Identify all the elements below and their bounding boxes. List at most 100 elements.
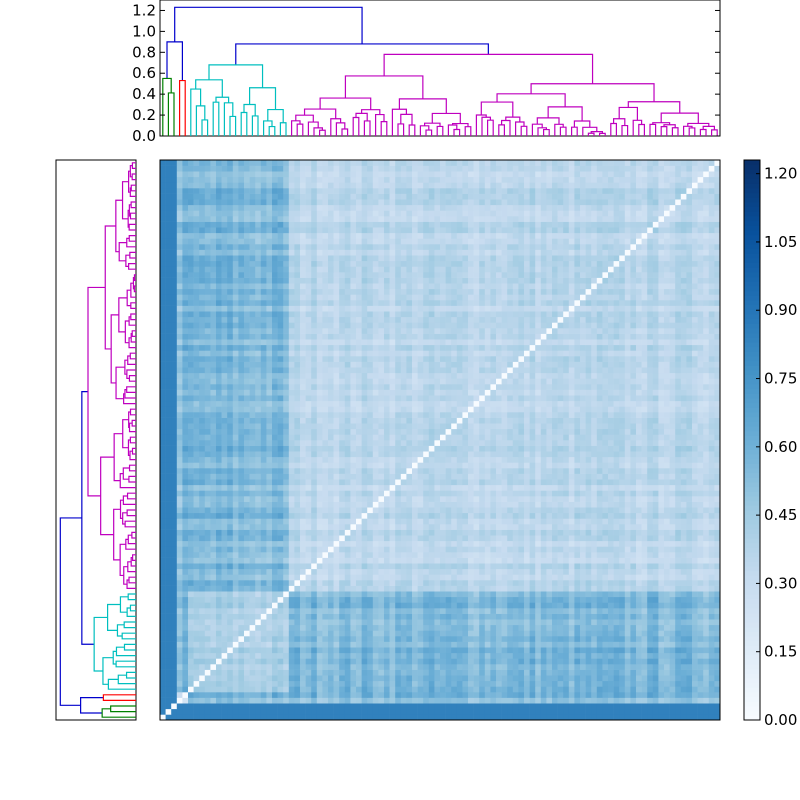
- heatmap-cell: [602, 585, 609, 592]
- heatmap-cell: [412, 596, 418, 603]
- heatmap-cell: [182, 484, 189, 491]
- heatmap-cell: [384, 479, 390, 486]
- heatmap-cell: [462, 636, 469, 642]
- heatmap-cell: [160, 451, 166, 458]
- heatmap-cell: [266, 602, 273, 609]
- heatmap-cell: [445, 468, 452, 474]
- heatmap-cell: [708, 647, 715, 654]
- heatmap-cell: [367, 608, 374, 614]
- heatmap-cell: [406, 524, 413, 530]
- heatmap-cell: [686, 546, 693, 553]
- heatmap-cell: [602, 490, 609, 497]
- heatmap-cell: [249, 624, 256, 631]
- heatmap-cell: [524, 529, 530, 536]
- heatmap-cell: [445, 652, 452, 659]
- heatmap-cell: [647, 641, 654, 648]
- heatmap-cell: [714, 484, 721, 491]
- heatmap-cell: [204, 535, 211, 542]
- heatmap-cell: [529, 507, 536, 514]
- heatmap-cell: [160, 574, 166, 581]
- heatmap-cell: [496, 708, 502, 715]
- heatmap-cell: [529, 490, 536, 497]
- heatmap-cell: [580, 468, 586, 474]
- heatmap-cell: [496, 596, 502, 603]
- heatmap-cell: [160, 540, 166, 547]
- heatmap-cell: [266, 608, 273, 614]
- heatmap-cell: [322, 496, 329, 502]
- heatmap-cell: [328, 658, 334, 665]
- heatmap-cell: [339, 585, 346, 592]
- heatmap-cell: [395, 501, 402, 508]
- heatmap-cell: [563, 484, 570, 491]
- heatmap-cell: [440, 608, 446, 614]
- heatmap-cell: [277, 697, 284, 704]
- heatmap-cell: [389, 636, 396, 642]
- heatmap-cell: [216, 484, 222, 491]
- heatmap-cell: [445, 658, 452, 665]
- heatmap-cell: [300, 669, 306, 676]
- heatmap-cell: [680, 507, 687, 514]
- heatmap-cell: [412, 619, 418, 626]
- heatmap-cell: [434, 608, 441, 614]
- heatmap-cell: [204, 658, 211, 665]
- heatmap-cell: [171, 501, 178, 508]
- heatmap-cell: [244, 546, 250, 553]
- heatmap-cell: [692, 529, 698, 536]
- heatmap-cell: [473, 697, 480, 704]
- heatmap-cell: [260, 501, 267, 508]
- heatmap-cell: [630, 479, 637, 486]
- heatmap-cell: [451, 664, 458, 670]
- heatmap-cell: [227, 697, 234, 704]
- heatmap-cell: [288, 624, 295, 631]
- heatmap-cell: [585, 512, 592, 519]
- heatmap-cell: [574, 451, 581, 458]
- heatmap-cell: [244, 552, 250, 558]
- heatmap-cell: [244, 451, 250, 458]
- heatmap-cell: [428, 462, 435, 469]
- heatmap-cell: [496, 574, 502, 581]
- heatmap-cell: [294, 692, 301, 698]
- heatmap-cell: [311, 697, 318, 704]
- heatmap-cell: [619, 585, 626, 592]
- heatmap-cell: [714, 501, 721, 508]
- heatmap-cell: [473, 518, 480, 525]
- heatmap-cell: [546, 468, 553, 474]
- heatmap-cell: [484, 546, 491, 553]
- heatmap-cell: [602, 714, 609, 721]
- heatmap-cell: [288, 479, 295, 486]
- heatmap-cell: [608, 630, 614, 637]
- heatmap-cell: [406, 568, 413, 575]
- heatmap-cell: [535, 574, 542, 581]
- heatmap-cell: [417, 507, 424, 514]
- heatmap-cell: [367, 563, 374, 570]
- heatmap-cell: [563, 479, 570, 486]
- heatmap-cell: [328, 669, 334, 676]
- heatmap-cell: [372, 563, 379, 570]
- heatmap-cell: [664, 552, 670, 558]
- heatmap-cell: [210, 574, 217, 581]
- heatmap-cell: [266, 652, 273, 659]
- heatmap-cell: [658, 697, 665, 704]
- heatmap-cell: [322, 714, 329, 721]
- heatmap-cell: [440, 658, 446, 665]
- heatmap-cell: [501, 479, 508, 486]
- heatmap-cell: [311, 563, 318, 570]
- heatmap-cell: [462, 664, 469, 670]
- dendrogram-link: [128, 235, 136, 242]
- heatmap-cell: [518, 686, 525, 693]
- heatmap-cell: [658, 479, 665, 486]
- heatmap-cell: [535, 518, 542, 525]
- heatmap-cell: [294, 608, 301, 614]
- heatmap-cell: [277, 568, 284, 575]
- heatmap-cell: [456, 714, 463, 721]
- heatmap-cell: [272, 591, 278, 598]
- heatmap-cell: [434, 591, 441, 598]
- heatmap-cell: [540, 451, 547, 458]
- heatmap-cell: [535, 692, 542, 698]
- heatmap-cell: [557, 664, 564, 670]
- dendrogram-link: [638, 123, 646, 136]
- heatmap-cell: [412, 546, 418, 553]
- heatmap-cell: [204, 574, 211, 581]
- heatmap-cell: [686, 557, 693, 564]
- heatmap-cell: [428, 636, 435, 642]
